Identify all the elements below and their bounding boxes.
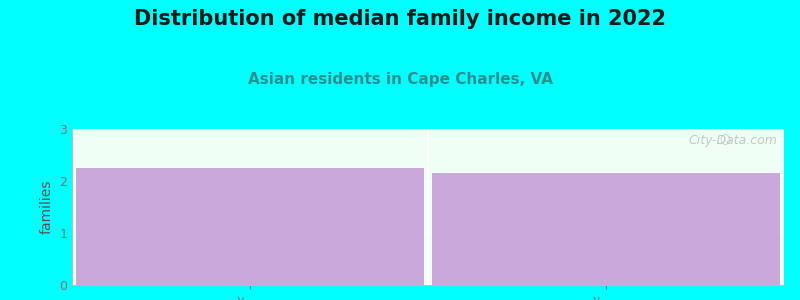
Y-axis label: families: families	[39, 180, 54, 234]
Bar	[75, 168, 425, 285]
Text: ○: ○	[720, 134, 730, 147]
Text: City-Data.com: City-Data.com	[688, 134, 777, 147]
Text: Distribution of median family income in 2022: Distribution of median family income in …	[134, 9, 666, 29]
Bar	[431, 173, 781, 285]
Text: Asian residents in Cape Charles, VA: Asian residents in Cape Charles, VA	[247, 72, 553, 87]
